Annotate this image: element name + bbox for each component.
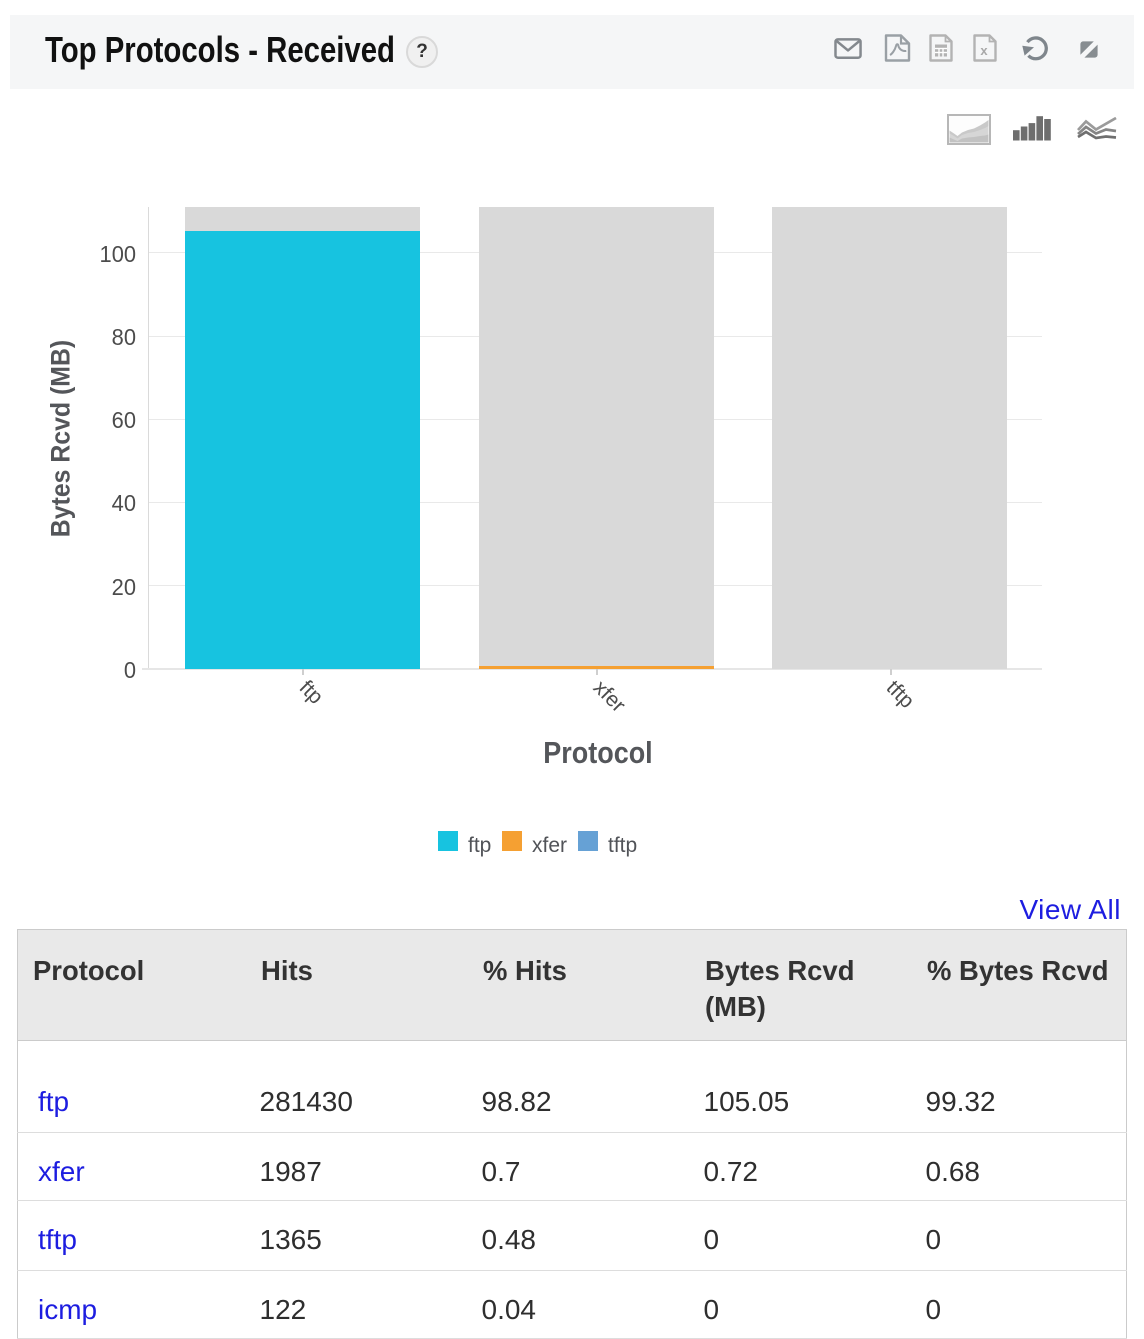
svg-text:x: x [980, 43, 988, 58]
